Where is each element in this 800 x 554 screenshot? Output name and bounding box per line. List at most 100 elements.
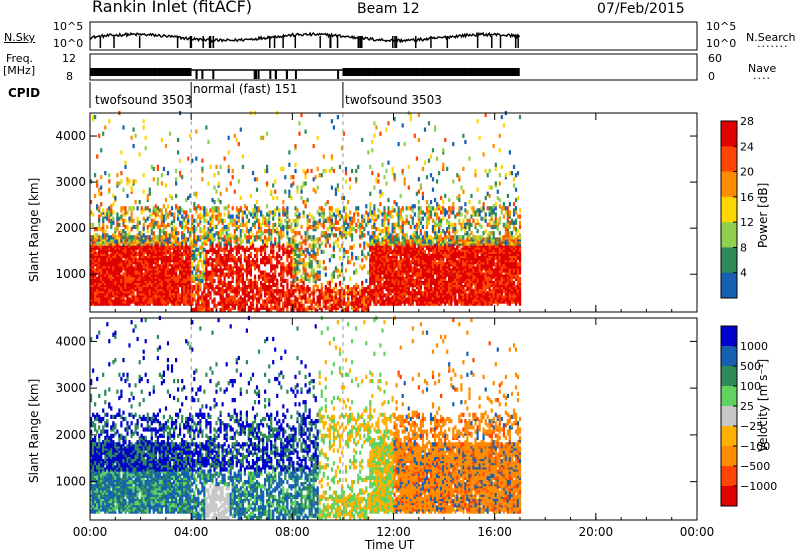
echo-cell: [365, 210, 368, 215]
echo-cell: [310, 245, 313, 250]
echo-cell: [328, 303, 331, 308]
echo-cell: [340, 195, 344, 201]
echo-cell: [209, 164, 212, 169]
echo-cell: [181, 285, 184, 290]
echo-cell: [270, 278, 273, 283]
echo-cell: [128, 206, 131, 211]
echo-cell: [197, 274, 200, 279]
echo-cell: [344, 307, 348, 312]
echo-cell: [300, 299, 303, 304]
echo-cell: [170, 299, 174, 304]
echo-cell: [326, 216, 329, 221]
echo-cell: [114, 231, 117, 236]
echo-cell: [181, 224, 184, 230]
echo-cell: [231, 175, 234, 180]
echo-cell: [170, 231, 174, 236]
echo-cell: [264, 270, 267, 275]
echo-cell: [164, 268, 168, 273]
echo-cell: [209, 291, 212, 296]
echo-cell: [175, 282, 178, 288]
echo-cell: [286, 241, 289, 246]
echo-cell: [136, 282, 139, 288]
echo-cell: [290, 299, 293, 304]
echo-cell: [223, 241, 226, 246]
echo-cell: [296, 245, 299, 250]
echo-cell: [253, 220, 257, 225]
echo-cell: [243, 280, 246, 286]
echo-cell: [395, 249, 398, 254]
echo-cell: [189, 241, 192, 246]
echo-cell: [334, 282, 337, 288]
echo-cell: [253, 285, 257, 290]
echo-cell: [187, 214, 190, 219]
echo-cell: [385, 231, 388, 236]
echo-cell: [144, 299, 147, 304]
echo-cell: [407, 280, 410, 286]
echo-cell: [243, 307, 246, 312]
echo-cell: [164, 212, 168, 217]
echo-cell: [191, 276, 194, 281]
echo-cell: [213, 297, 216, 302]
echo-cell: [262, 245, 265, 250]
echo-cell: [359, 289, 362, 294]
echo-cell: [395, 289, 398, 294]
echo-cell: [154, 243, 157, 248]
echo-cell: [340, 268, 344, 273]
echo-cell: [286, 210, 289, 215]
echo-cell: [241, 272, 244, 277]
echo-cell: [160, 216, 163, 221]
echo-cell: [102, 222, 105, 227]
echo-cell: [314, 258, 317, 263]
echo-cell: [318, 260, 321, 265]
echo-cell: [211, 276, 214, 281]
echo-cell: [104, 231, 107, 236]
echo-cell: [328, 233, 331, 238]
echo-cell: [140, 264, 143, 269]
echo-cell: [401, 258, 404, 263]
echo-cell: [197, 247, 200, 252]
echo-cell: [399, 245, 402, 250]
echo-cell: [201, 235, 204, 240]
echo-cell: [395, 212, 398, 217]
echo-cell: [162, 264, 165, 269]
echo-cell: [375, 214, 378, 219]
echo-cell: [371, 148, 374, 153]
echo-cell: [227, 135, 230, 140]
echo-cell: [195, 227, 198, 232]
echo-cell: [203, 216, 206, 221]
echo-cell: [90, 200, 93, 205]
echo-cell: [296, 189, 299, 194]
echo-cell: [170, 278, 174, 283]
echo-cell: [100, 245, 103, 250]
echo-cell: [387, 280, 390, 286]
echo-cell: [353, 285, 356, 290]
echo-cell: [411, 249, 414, 254]
echo-cell: [276, 231, 279, 236]
echo-cell: [173, 218, 176, 223]
echo-cell: [225, 297, 228, 302]
echo-cell: [223, 249, 226, 254]
echo-cell: [330, 307, 333, 312]
echo-cell: [245, 220, 248, 225]
echo-cell: [375, 235, 378, 240]
echo-cell: [247, 278, 250, 283]
echo-cell: [243, 204, 246, 209]
echo-cell: [385, 127, 388, 132]
echo-cell: [173, 235, 176, 240]
echo-cell: [338, 256, 342, 261]
echo-cell: [199, 212, 202, 217]
echo-cell: [237, 245, 240, 250]
echo-cell: [112, 245, 115, 250]
echo-cell: [338, 295, 342, 300]
echo-cell: [324, 266, 327, 271]
echo-cell: [118, 216, 121, 221]
echo-cell: [399, 229, 402, 234]
echo-cell: [132, 245, 135, 250]
echo-cell: [255, 235, 259, 240]
echo-cell: [235, 289, 238, 294]
echo-cell: [146, 262, 149, 267]
echo-cell: [290, 229, 293, 234]
echo-cell: [207, 249, 210, 254]
echo-cell: [98, 187, 101, 192]
echo-cell: [142, 301, 145, 306]
